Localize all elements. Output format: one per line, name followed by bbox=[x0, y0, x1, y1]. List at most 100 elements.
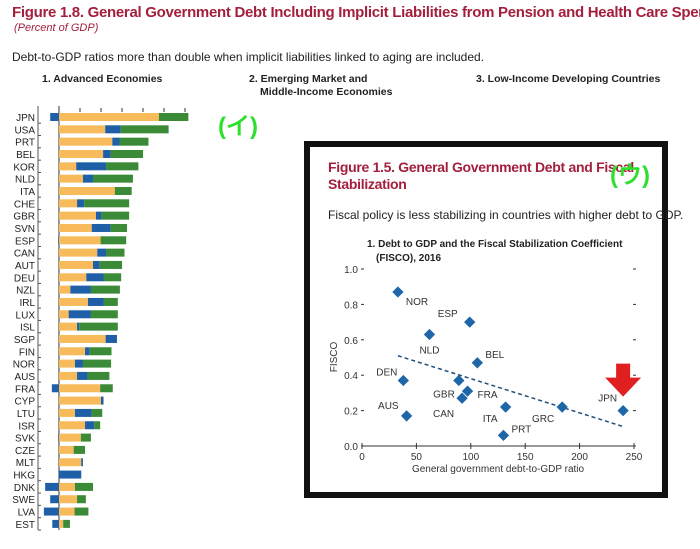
bar-pension-prt bbox=[112, 137, 120, 146]
category-label: PRT bbox=[15, 138, 35, 149]
category-label: FIN bbox=[19, 347, 35, 358]
bar-pension-ltu bbox=[74, 408, 92, 417]
bar-debt-kor bbox=[59, 162, 77, 171]
bar-debt-est bbox=[59, 519, 64, 528]
point-label: GRC bbox=[532, 414, 554, 425]
category-label: CAN bbox=[14, 249, 35, 260]
figure-title: Figure 1.8. General Government Debt Incl… bbox=[12, 4, 700, 21]
bar-health-care-cze bbox=[73, 445, 86, 454]
bar-debt-bel bbox=[59, 149, 104, 158]
category-label: NLD bbox=[15, 175, 35, 186]
point-den bbox=[397, 374, 410, 387]
bar-pension-cyp bbox=[101, 396, 104, 405]
bar-pension-sgp bbox=[105, 334, 117, 343]
category-label: EST bbox=[16, 520, 35, 531]
point-prt bbox=[497, 429, 510, 442]
category-label: BEL bbox=[16, 150, 35, 161]
bar-pension-aus bbox=[77, 371, 88, 380]
category-label: ISR bbox=[18, 421, 35, 432]
bar-pension-isr bbox=[85, 421, 95, 430]
bar-debt-fin bbox=[59, 347, 86, 356]
annotation-i: (イ) bbox=[218, 113, 258, 140]
x-tick-label: 0 bbox=[359, 452, 365, 463]
bar-pension-nzl bbox=[70, 285, 91, 294]
bar-debt-lva bbox=[59, 507, 75, 516]
bar-debt-aus bbox=[59, 371, 78, 380]
bar-pension-aut bbox=[93, 260, 100, 269]
point-label: ESP bbox=[438, 309, 458, 320]
bar-health-care-che bbox=[84, 199, 130, 208]
bar-health-care-aus bbox=[87, 371, 110, 380]
bar-health-care-bel bbox=[110, 149, 143, 158]
point-fra bbox=[461, 385, 474, 397]
point-label: PRT bbox=[511, 424, 531, 435]
category-label: LVA bbox=[18, 508, 36, 519]
category-label: LTU bbox=[17, 409, 35, 420]
x-tick-label: 100 bbox=[462, 452, 479, 463]
bar-pension-irl bbox=[87, 297, 104, 306]
bar-debt-dnk bbox=[59, 482, 75, 491]
x-tick-label: 50 bbox=[411, 452, 423, 463]
bar-pension-gbr bbox=[95, 211, 102, 220]
bar-debt-irl bbox=[59, 297, 88, 306]
point-label: NLD bbox=[419, 345, 439, 356]
bar-debt-svk bbox=[59, 433, 81, 442]
bar-debt-isl bbox=[59, 322, 78, 331]
y-tick-label: 0.0 bbox=[344, 442, 358, 453]
panel-title-emerging-line2: Middle-Income Economies bbox=[260, 86, 393, 98]
bar-health-care-nor bbox=[82, 359, 112, 368]
category-label: LUX bbox=[16, 310, 36, 321]
bar-debt-esp bbox=[59, 236, 101, 245]
bar-debt-gbr bbox=[59, 211, 96, 220]
category-label: AUS bbox=[14, 372, 35, 383]
x-tick-label: 250 bbox=[626, 452, 643, 463]
bar-debt-sgp bbox=[59, 334, 106, 343]
bar-health-care-usa bbox=[120, 125, 169, 134]
trend-line bbox=[397, 355, 624, 428]
point-esp bbox=[464, 316, 476, 328]
red-arrow-icon bbox=[605, 363, 642, 397]
category-label: NOR bbox=[13, 360, 35, 371]
bar-debt-ita bbox=[59, 186, 115, 195]
category-label: CYP bbox=[14, 397, 35, 408]
y-axis-label: FISCO bbox=[329, 342, 340, 373]
bar-health-care-nld bbox=[93, 174, 133, 183]
figure-subtitle: (Percent of GDP) bbox=[14, 22, 99, 34]
point-aus bbox=[400, 410, 413, 422]
point-label: JPN bbox=[598, 394, 617, 405]
bar-debt-lux bbox=[59, 310, 69, 319]
bar-pension-isl bbox=[77, 322, 80, 331]
bar-health-care-swe bbox=[77, 495, 86, 504]
category-label: AUT bbox=[15, 261, 35, 272]
bar-debt-can bbox=[59, 248, 98, 257]
bar-debt-che bbox=[59, 199, 78, 208]
bar-pension-swe bbox=[50, 495, 59, 504]
bar-pension-kor bbox=[76, 162, 107, 171]
bar-debt-aut bbox=[59, 260, 94, 269]
x-tick-label: 150 bbox=[517, 452, 534, 463]
bar-health-care-can bbox=[106, 248, 125, 257]
inset-title-line1: Figure 1.5. General Government Debt and … bbox=[328, 159, 634, 175]
bar-pension-hkg bbox=[59, 470, 82, 479]
category-label: SGP bbox=[14, 335, 35, 346]
category-label: KOR bbox=[13, 162, 35, 173]
category-label: GBR bbox=[13, 212, 35, 223]
point-gbr bbox=[453, 374, 465, 387]
x-axis-label: General government debt-to-GDP ratio bbox=[412, 464, 585, 475]
point-label: FRA bbox=[478, 390, 498, 401]
category-label: FRA bbox=[15, 384, 35, 395]
point-nld bbox=[423, 328, 436, 341]
bar-pension-fra bbox=[51, 384, 59, 393]
category-label: ITA bbox=[20, 187, 35, 198]
bar-debt-isr bbox=[59, 421, 86, 430]
bar-health-care-kor bbox=[106, 162, 139, 171]
bar-pension-lva bbox=[43, 507, 59, 516]
category-label: IRL bbox=[19, 298, 35, 309]
category-label: SVK bbox=[15, 434, 35, 445]
bar-pension-esp bbox=[58, 236, 59, 245]
bar-health-care-gbr bbox=[101, 211, 130, 220]
bar-pension-fin bbox=[85, 347, 90, 356]
scatter-title-line2: (FISCO), 2016 bbox=[376, 253, 442, 264]
point-jpn bbox=[617, 404, 629, 417]
